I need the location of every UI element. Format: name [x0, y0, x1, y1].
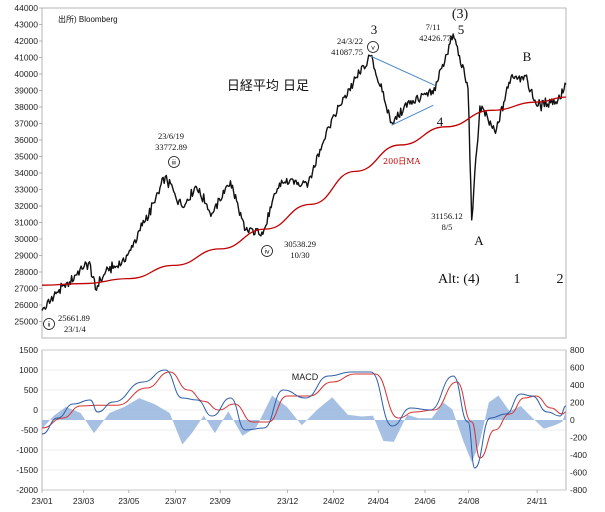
source-label: 出所) Bloomberg [58, 14, 118, 24]
price-tick-label: 25000 [14, 317, 38, 327]
macd-left-tick-label: 500 [24, 385, 38, 395]
macd-left-tick-label: -500 [21, 425, 38, 435]
alt-wave-2-label: 2 [557, 272, 564, 287]
low-2023-value: 25661.89 [58, 313, 90, 323]
high-2023-date: 23/6/19 [158, 131, 184, 141]
macd-panel: -2000-1500-1000-500050010001500-800-600-… [16, 345, 587, 506]
macd-left-tick-label: -1500 [16, 465, 38, 475]
macd-right-tick-label: 0 [570, 415, 575, 425]
annotation-layer: 出所) Bloomberg 日経平均 日足 200日MA ⅱ 25661.8923/1/… [43, 7, 564, 334]
wave-5-label: 5 [458, 22, 465, 37]
price-plot-frame [41, 7, 567, 339]
low-aug-2024-date: 8/5 [442, 222, 453, 232]
alt-wave-1-label: 1 [514, 272, 521, 287]
channel-line-1 [370, 55, 436, 87]
price-tick-label: 40000 [14, 69, 38, 79]
macd-histogram [42, 395, 566, 462]
price-tick-label: 33000 [14, 185, 38, 195]
price-tick-label: 43000 [14, 20, 38, 30]
x-tick-label: 23/01 [31, 496, 53, 506]
macd-line [41, 369, 567, 469]
ma200-line [41, 96, 567, 286]
high-jul-2024-value: 42426.77 [419, 33, 451, 43]
price-tick-label: 28000 [14, 267, 38, 277]
wave-iii-label-circle [168, 156, 180, 168]
high-2023-value: 33772.89 [155, 142, 187, 152]
price-tick-label: 39000 [14, 86, 38, 96]
price-tick-label: 32000 [14, 201, 38, 211]
x-tick-label: 24/02 [323, 496, 345, 506]
chart-title: 日経平均 日足 [227, 79, 309, 94]
price-tick-label: 35000 [14, 152, 38, 162]
wave-4-label: 4 [437, 114, 444, 129]
wave-iv-label-circle [261, 245, 273, 257]
macd-left-tick-label: 1000 [19, 365, 38, 375]
macd-right-tick-label: -200 [570, 433, 587, 443]
macd-left-tick-label: -1000 [16, 445, 38, 455]
price-tick-label: 26000 [14, 300, 38, 310]
price-line [41, 33, 567, 311]
price-tick-label: 34000 [14, 168, 38, 178]
wave-v-label: ⅴ [371, 44, 375, 51]
price-tick-label: 36000 [14, 135, 38, 145]
low-2023-date: 23/1/4 [64, 324, 86, 334]
x-tick-label: 24/04 [368, 496, 390, 506]
x-tick-label: 24/11 [527, 496, 548, 506]
low-aug-2024-value: 31156.12 [431, 211, 463, 221]
macd-left-tick-label: 1500 [19, 345, 38, 355]
price-tick-label: 37000 [14, 119, 38, 129]
wave-iii-label: ⅲ [172, 159, 176, 166]
macd-right-tick-label: 200 [570, 398, 584, 408]
x-tick-label: 24/06 [414, 496, 436, 506]
wave-3-parenthesized-label: (3) [452, 7, 469, 22]
wave-v-label-circle [367, 41, 379, 53]
price-tick-label: 27000 [14, 284, 38, 294]
macd-right-tick-label: 600 [570, 363, 584, 373]
price-tick-label: 44000 [14, 3, 38, 13]
x-tick-label: 23/05 [118, 496, 140, 506]
price-panel: 25000 26000 27000 28000 29000 30000 31000 32000… [14, 3, 567, 339]
macd-title: MACD [292, 372, 319, 382]
macd-left-tick-label: 0 [33, 405, 38, 415]
price-tick-label: 41000 [14, 53, 38, 63]
ma200-label: 200日MA [383, 157, 420, 166]
high-jul-2024-date: 7/11 [426, 22, 441, 32]
macd-right-tick-label: -600 [570, 468, 587, 478]
macd-left-tick-label: -2000 [16, 485, 38, 495]
price-tick-label: 42000 [14, 36, 38, 46]
wave-ii-label-circle [43, 318, 55, 330]
x-tick-label: 23/03 [73, 496, 95, 506]
alt-wave-label: Alt: (4) [438, 272, 480, 287]
price-tick-label: 29000 [14, 251, 38, 261]
macd-right-tick-label: -400 [570, 450, 587, 460]
wave-b-label: B [523, 49, 532, 64]
wave-3-label: 3 [371, 22, 378, 37]
wave-ii-label: ⅱ [48, 321, 51, 328]
macd-right-tick-label: 400 [570, 380, 584, 390]
signal-line [41, 371, 567, 459]
wave-iv-label: ⅳ [264, 248, 270, 255]
x-tick-label: 23/09 [209, 496, 231, 506]
x-tick-label: 23/07 [165, 496, 187, 506]
channel-line-2 [391, 104, 434, 126]
price-tick-label: 38000 [14, 102, 38, 112]
price-tick-label: 30000 [14, 234, 38, 244]
high-mar-2024-date: 24/3/22 [337, 36, 363, 46]
low-oct-2023-value: 30538.29 [284, 239, 316, 249]
x-tick-label: 24/08 [458, 496, 480, 506]
macd-right-tick-label: -800 [570, 485, 587, 495]
low-oct-2023-date: 10/30 [290, 250, 309, 260]
x-tick-label: 23/12 [277, 496, 299, 506]
high-mar-2024-value: 41087.75 [331, 47, 363, 57]
wave-a-label: A [474, 233, 484, 248]
price-tick-label: 31000 [14, 218, 38, 228]
macd-right-tick-label: 800 [570, 345, 584, 355]
